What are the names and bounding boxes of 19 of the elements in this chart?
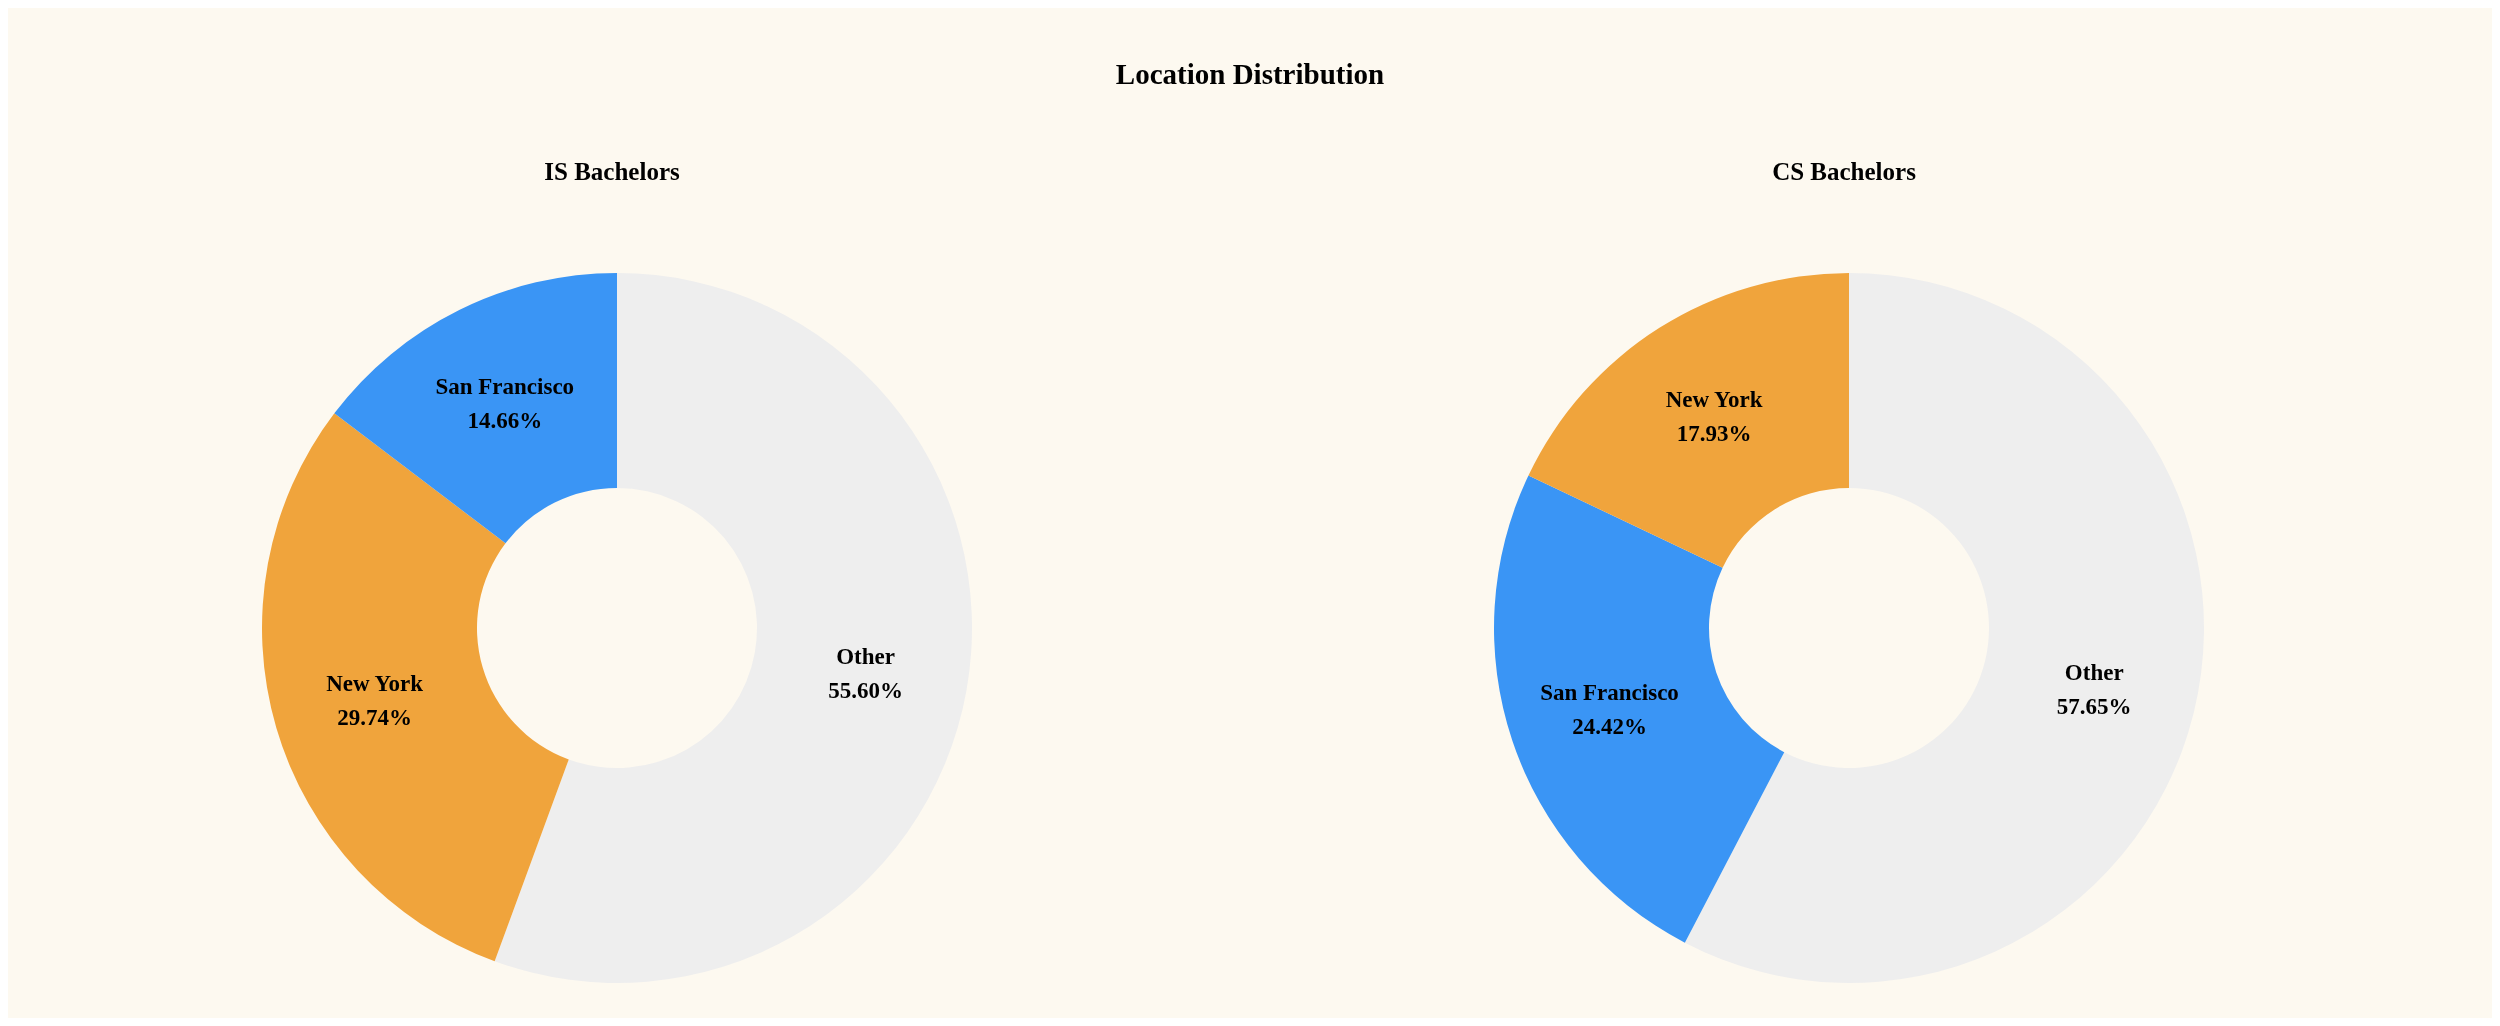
slice-label: New York (1665, 386, 1763, 412)
data-label: 55.60% (828, 678, 903, 704)
data-label: 17.93% (1676, 420, 1752, 446)
data-label: 29.74% (337, 704, 413, 730)
donut-slice (1528, 273, 1849, 568)
slice-label: Other (836, 644, 895, 670)
data-label: 24.42% (1572, 714, 1647, 740)
chart-title: CS Bachelors (1771, 158, 1917, 187)
chart-title: IS Bachelors (543, 158, 681, 187)
slice-label: San Francisco (435, 373, 575, 399)
text: Location Distribution (1114, 58, 1386, 91)
data-label: 57.65% (2056, 694, 2132, 720)
donut-slice (262, 413, 569, 962)
data-label: 14.66% (467, 407, 543, 433)
slice-label: Other (2064, 660, 2124, 686)
donut-slice (334, 273, 617, 544)
slice-label: New York (326, 670, 424, 696)
slice-label: San Francisco (1540, 680, 1679, 706)
donut-slice (1494, 475, 1785, 943)
